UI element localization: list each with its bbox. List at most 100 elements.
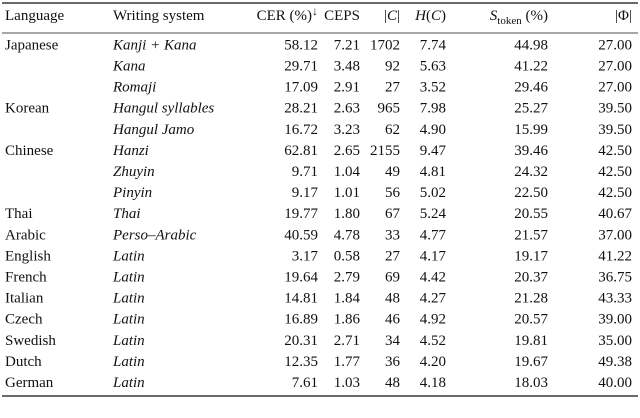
cell-value: 56 bbox=[385, 185, 401, 201]
header-text: ↓ bbox=[312, 4, 318, 18]
cell-value: 1702 bbox=[370, 37, 400, 53]
cell-value: 1.77 bbox=[334, 354, 361, 370]
cell-value: 40.59 bbox=[284, 227, 318, 243]
cell-value: 41.22 bbox=[514, 59, 548, 75]
writing-system: Latin bbox=[112, 375, 145, 391]
cell-value: 44.98 bbox=[514, 37, 548, 53]
language: German bbox=[5, 375, 54, 391]
cell-value: 27 bbox=[385, 248, 401, 264]
header-text: | bbox=[384, 8, 387, 24]
cell-value: 4.90 bbox=[420, 122, 446, 138]
cell-value: 4.92 bbox=[420, 312, 446, 328]
cell-value: 4.17 bbox=[420, 248, 447, 264]
cell-value: 4.52 bbox=[420, 333, 446, 349]
cell-value: 2155 bbox=[370, 143, 400, 159]
cell-value: 39.00 bbox=[598, 312, 632, 328]
cell-value: 1.84 bbox=[334, 291, 361, 307]
cell-value: 7.74 bbox=[420, 37, 447, 53]
writing-system: Latin bbox=[112, 354, 145, 370]
cell-value: 0.58 bbox=[334, 248, 360, 264]
cell-value: 29.46 bbox=[514, 80, 548, 96]
cell-value: 7.98 bbox=[420, 101, 446, 117]
cell-value: 39.50 bbox=[598, 122, 632, 138]
writing-system: Latin bbox=[112, 248, 145, 264]
cell-value: 20.57 bbox=[514, 312, 548, 328]
cell-value: 3.48 bbox=[334, 59, 360, 75]
cell-value: 1.03 bbox=[334, 375, 360, 391]
writing-system: Zhuyin bbox=[113, 164, 155, 180]
header-cell: |Φ| bbox=[615, 8, 632, 24]
cell-value: 5.24 bbox=[420, 206, 447, 222]
cell-value: 28.21 bbox=[284, 101, 318, 117]
cell-value: 33 bbox=[385, 227, 400, 243]
cell-value: 3.23 bbox=[334, 122, 360, 138]
writing-system: Kanji + Kana bbox=[112, 37, 196, 53]
cell-value: 37.00 bbox=[598, 227, 632, 243]
cell-value: 4.77 bbox=[420, 227, 447, 243]
header-cell: Writing system bbox=[113, 8, 205, 24]
cell-value: 69 bbox=[385, 270, 400, 286]
cell-value: 1.80 bbox=[334, 206, 360, 222]
language: Swedish bbox=[5, 333, 56, 349]
header-cell: Stoken (%) bbox=[490, 8, 548, 26]
cell-value: 3.17 bbox=[292, 248, 319, 264]
cell-value: 92 bbox=[385, 59, 400, 75]
cell-value: 19.77 bbox=[284, 206, 318, 222]
cell-value: 48 bbox=[385, 375, 400, 391]
language: Dutch bbox=[5, 354, 42, 370]
language: Japanese bbox=[5, 37, 59, 53]
cell-value: 3.52 bbox=[420, 80, 446, 96]
cell-value: 4.18 bbox=[420, 375, 446, 391]
header-text: CEPS bbox=[324, 8, 360, 24]
cell-value: 36.75 bbox=[598, 270, 632, 286]
cell-value: 62.81 bbox=[284, 143, 318, 159]
language: English bbox=[5, 248, 51, 264]
cell-value: 4.42 bbox=[420, 270, 446, 286]
cell-value: 40.67 bbox=[598, 206, 632, 222]
cell-value: 24.32 bbox=[514, 164, 548, 180]
cell-value: 22.50 bbox=[514, 185, 548, 201]
cell-value: 19.17 bbox=[514, 248, 548, 264]
writing-system: Thai bbox=[113, 206, 141, 222]
header-text: ( bbox=[426, 8, 431, 24]
cell-value: 27.00 bbox=[598, 80, 632, 96]
cell-value: 2.71 bbox=[334, 333, 360, 349]
cell-value: 9.71 bbox=[292, 164, 318, 180]
cell-value: 1.04 bbox=[334, 164, 361, 180]
cell-value: 5.63 bbox=[420, 59, 446, 75]
cell-value: 27.00 bbox=[598, 59, 632, 75]
cell-value: 20.31 bbox=[284, 333, 318, 349]
cell-value: 4.27 bbox=[420, 291, 447, 307]
language: Chinese bbox=[5, 143, 54, 159]
language: French bbox=[5, 270, 47, 286]
header-cell: H(C) bbox=[414, 8, 446, 24]
header-cell: CER (%)↓ bbox=[257, 4, 318, 25]
writing-system: Hangul Jamo bbox=[112, 122, 195, 138]
cell-value: 29.71 bbox=[284, 59, 318, 75]
cell-value: 27 bbox=[385, 80, 401, 96]
writing-system: Perso–Arabic bbox=[112, 227, 197, 243]
cell-value: 18.03 bbox=[514, 375, 548, 391]
cell-value: 49.38 bbox=[598, 354, 632, 370]
writing-system: Latin bbox=[112, 270, 145, 286]
header-text: | bbox=[397, 8, 400, 24]
header-text: S bbox=[490, 8, 498, 24]
cell-value: 16.89 bbox=[284, 312, 318, 328]
cell-value: 20.55 bbox=[514, 206, 548, 222]
cell-value: 58.12 bbox=[284, 37, 318, 53]
cell-value: 20.37 bbox=[514, 270, 548, 286]
cell-value: 4.78 bbox=[334, 227, 360, 243]
cell-value: 12.35 bbox=[284, 354, 318, 370]
cell-value: 48 bbox=[385, 291, 400, 307]
cell-value: 40.00 bbox=[598, 375, 632, 391]
cell-value: 4.20 bbox=[420, 354, 446, 370]
cell-value: 42.50 bbox=[598, 143, 632, 159]
writing-system: Kana bbox=[112, 59, 146, 75]
cell-value: 15.99 bbox=[514, 122, 548, 138]
cell-value: 9.17 bbox=[292, 185, 319, 201]
cell-value: 4.81 bbox=[420, 164, 446, 180]
header-text: (%) bbox=[522, 8, 548, 24]
writing-system: Latin bbox=[112, 312, 145, 328]
writing-system: Romaji bbox=[112, 80, 156, 96]
writing-system: Hanzi bbox=[112, 143, 149, 159]
